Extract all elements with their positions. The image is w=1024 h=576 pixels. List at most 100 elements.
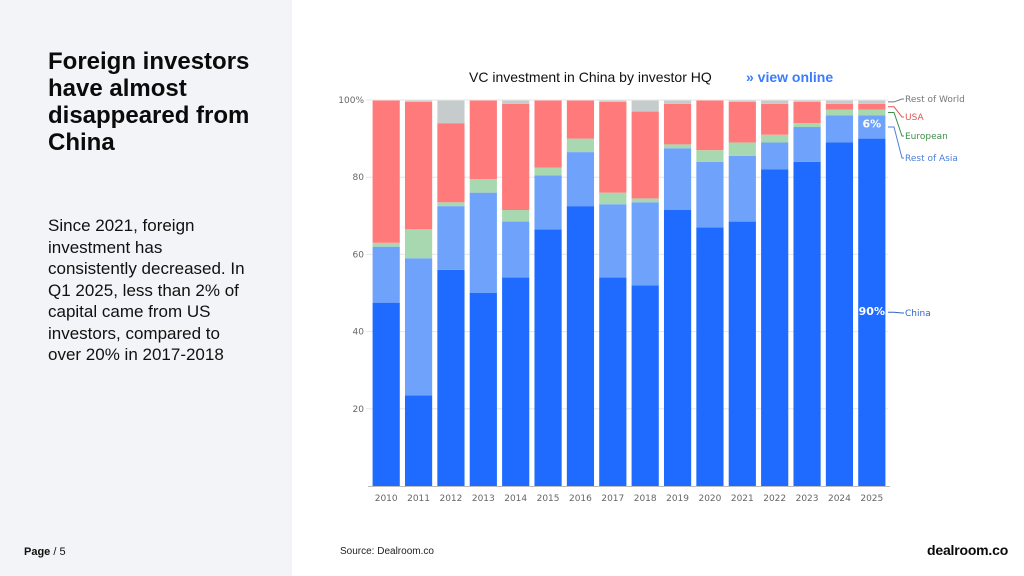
legend-leader-line [888, 112, 904, 137]
bar-rest-of-asia-2024 [825, 115, 854, 143]
bar-usa-2020 [696, 100, 724, 151]
bar-usa-2022 [761, 103, 789, 135]
bar-rest-of-asia-2016 [566, 152, 595, 207]
bar-usa-2025 [858, 103, 886, 110]
x-tick-label: 2020 [698, 494, 721, 504]
bar-usa-2016 [566, 100, 595, 139]
x-tick-label: 2019 [666, 494, 689, 504]
bar-china-2010 [372, 302, 400, 486]
bar-usa-2019 [663, 103, 692, 145]
bar-rest-of-world-2025 [858, 100, 886, 104]
bar-china-2025 [858, 138, 886, 486]
bar-china-2013 [469, 293, 497, 486]
page-label: Page [24, 546, 51, 558]
bar-usa-2014 [502, 103, 530, 211]
bar-rest-of-world-2024 [825, 100, 854, 104]
legend-label-rest-of-world: Rest of World [905, 95, 965, 105]
bar-china-2023 [793, 161, 821, 486]
bar-china-2018 [631, 285, 659, 486]
legend-leader-line [888, 311, 904, 314]
bar-china-2017 [599, 277, 627, 486]
bar-china-2024 [825, 142, 854, 486]
bar-rest-of-asia-2018 [631, 202, 659, 286]
x-tick-label: 2011 [407, 494, 430, 504]
x-tick-label: 2023 [796, 494, 819, 504]
bar-european-2025 [858, 109, 886, 116]
legend-leader-line [888, 126, 904, 159]
y-tick-label: 40 [353, 328, 365, 338]
x-tick-label: 2013 [472, 494, 495, 504]
bar-china-2015 [534, 229, 562, 486]
legend-label-usa: USA [905, 113, 924, 123]
left-panel [0, 0, 292, 576]
bar-rest-of-asia-2021 [728, 155, 756, 222]
bar-rest-of-world-2018 [631, 100, 659, 112]
legend-label-european: European [905, 132, 948, 142]
bar-usa-2012 [437, 123, 465, 203]
x-tick-label: 2014 [504, 494, 527, 504]
bar-european-2011 [404, 229, 433, 259]
bar-rest-of-asia-2020 [696, 161, 724, 228]
page-indicator: Page / 5 [24, 546, 66, 558]
bar-china-2021 [728, 221, 756, 486]
bar-usa-2023 [793, 101, 821, 124]
bar-european-2019 [663, 144, 692, 149]
x-tick-label: 2025 [860, 494, 883, 504]
bar-rest-of-world-2012 [437, 100, 465, 124]
y-tick-label: 80 [353, 173, 365, 183]
bar-rest-of-asia-2013 [469, 192, 497, 293]
bar-european-2022 [761, 134, 789, 143]
bar-rest-of-world-2017 [599, 100, 627, 102]
bar-china-2019 [663, 210, 692, 486]
bar-european-2015 [534, 167, 562, 176]
y-tick-label: 100% [338, 96, 364, 106]
bar-usa-2021 [728, 101, 756, 143]
x-tick-label: 2024 [828, 494, 851, 504]
source-note: Source: Dealroom.co [340, 546, 434, 557]
bar-china-2020 [696, 227, 724, 486]
bar-rest-of-asia-2015 [534, 175, 562, 230]
bar-european-2013 [469, 179, 497, 193]
bar-usa-2011 [404, 101, 433, 230]
bar-usa-2018 [631, 111, 659, 199]
bar-rest-of-asia-2023 [793, 127, 821, 162]
bar-european-2018 [631, 198, 659, 203]
bar-usa-2010 [372, 100, 400, 243]
bar-rest-of-world-2014 [502, 100, 530, 104]
x-tick-label: 2012 [439, 494, 462, 504]
x-tick-label: 2016 [569, 494, 592, 504]
bar-european-2023 [793, 123, 821, 128]
view-online-link[interactable]: » view online [746, 69, 833, 85]
bar-rest-of-asia-2025 [858, 115, 886, 139]
bar-usa-2024 [825, 103, 854, 110]
bar-usa-2017 [599, 101, 627, 193]
bar-usa-2015 [534, 100, 562, 168]
body-text: Since 2021, foreign investment has consi… [48, 216, 245, 364]
legend-label-china: China [905, 309, 931, 319]
bar-china-2016 [566, 206, 595, 486]
legend-label-rest-of-asia: Rest of Asia [905, 154, 958, 164]
x-tick-label: 2022 [763, 494, 786, 504]
bar-rest-of-world-2023 [793, 100, 821, 102]
y-tick-label: 60 [353, 250, 365, 260]
bar-china-2014 [502, 277, 530, 486]
x-tick-label: 2018 [634, 494, 657, 504]
dealroom-logo: dealroom.co [927, 542, 1009, 558]
bar-european-2016 [566, 138, 595, 153]
x-tick-label: 2021 [731, 494, 754, 504]
bar-rest-of-world-2022 [761, 100, 789, 104]
bar-china-2022 [761, 169, 789, 487]
bar-rest-of-asia-2017 [599, 204, 627, 278]
bar-european-2020 [696, 150, 724, 162]
chart-title: VC investment in China by investor HQ [469, 69, 712, 85]
bar-china-2011 [404, 395, 433, 486]
bar-rest-of-asia-2011 [404, 258, 433, 396]
bar-european-2017 [599, 192, 627, 205]
bar-european-2021 [728, 142, 756, 156]
x-tick-label: 2017 [601, 494, 624, 504]
bar-rest-of-asia-2019 [663, 148, 692, 211]
legend-leader-line [888, 98, 904, 103]
bar-rest-of-world-2021 [728, 100, 756, 102]
bar-usa-2013 [469, 100, 497, 180]
